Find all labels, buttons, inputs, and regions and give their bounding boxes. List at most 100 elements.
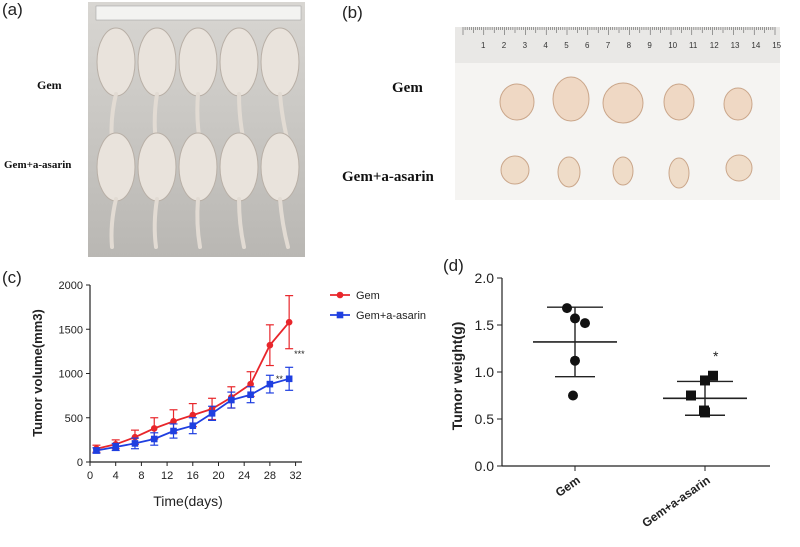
d-ytick-label: 2.0 — [475, 270, 495, 286]
tumors-photo — [455, 27, 780, 200]
ruler-number: 7 — [605, 41, 611, 50]
tumor-combo — [612, 156, 634, 186]
c-point-combo — [150, 435, 158, 443]
d-point-combo — [700, 407, 710, 418]
c-ytick-label: 2000 — [59, 280, 83, 292]
ruler-number: 8 — [626, 41, 632, 50]
d-point-combo — [708, 370, 718, 381]
photo-a-gem-label: Gem — [37, 78, 62, 92]
tumor-volume-chart: Tumor volume(mm3) Time(days) 0 500 1000 150… — [30, 280, 426, 509]
c-point-combo — [247, 391, 254, 399]
mouse-body — [219, 132, 259, 202]
mouse-tail — [278, 197, 290, 249]
ruler-number: 9 — [647, 41, 652, 50]
c-point-combo — [93, 447, 100, 454]
mice-photo — [88, 2, 305, 257]
ruler-number: 3 — [522, 41, 528, 50]
c-legend-label: Gem — [356, 290, 380, 302]
photo-a-combo-label: Gem+a-asarin — [4, 159, 72, 171]
c-xtick-label: 8 — [138, 470, 144, 482]
mouse-body — [137, 132, 177, 202]
d-ytick-label: 0.5 — [475, 411, 495, 427]
tumor-combo — [557, 156, 581, 188]
c-point-combo — [228, 396, 235, 404]
ruler-number: 12 — [709, 41, 719, 50]
tumor-combo — [725, 154, 753, 182]
chart-c-ylabel: Tumor volume(mm3) — [30, 309, 45, 437]
chart-d-ylabel: Tumor weight(g) — [449, 322, 465, 431]
mice-illustration — [88, 2, 305, 257]
panel-d-label: (d) — [443, 256, 464, 275]
d-ytick-label: 1.0 — [475, 364, 495, 380]
mouse-body — [96, 27, 136, 97]
tumor-gem — [499, 83, 535, 121]
c-xtick-label: 0 — [87, 470, 93, 482]
d-annotation: * — [713, 348, 719, 364]
c-point-gem — [247, 380, 254, 388]
c-xtick-label: 24 — [238, 470, 250, 482]
tumor-combo — [668, 157, 690, 189]
photo-b-combo-label: Gem+a-asarin — [342, 169, 434, 185]
mouse-body — [96, 132, 136, 202]
c-annotation: ** — [276, 374, 284, 384]
c-point-gem — [150, 425, 158, 432]
c-xtick-label: 12 — [161, 470, 173, 482]
c-point-combo — [208, 410, 216, 417]
d-point-gem — [568, 390, 578, 401]
photo-b-gem-label: Gem — [392, 80, 423, 96]
c-ytick-label: 1500 — [59, 324, 83, 336]
mouse-tail — [109, 197, 118, 249]
mouse-body — [178, 27, 218, 97]
c-point-combo — [266, 380, 274, 388]
d-point-combo — [686, 390, 696, 401]
c-xtick-label: 4 — [113, 470, 119, 482]
tumor-gem — [552, 76, 590, 122]
ruler-number: 10 — [668, 41, 678, 50]
c-point-combo — [189, 422, 197, 430]
c-point-gem — [266, 341, 274, 349]
d-ytick-label: 1.5 — [475, 317, 495, 333]
c-point-gem — [285, 318, 293, 326]
c-point-gem — [131, 433, 139, 441]
d-ytick-label: 0.0 — [475, 458, 495, 474]
c-annotation: *** — [294, 349, 305, 359]
panel-b-label: (b) — [342, 3, 363, 22]
c-xtick-label: 20 — [212, 470, 224, 482]
c-point-combo — [170, 427, 177, 435]
d-point-gem — [570, 355, 580, 366]
c-point-gem — [170, 417, 177, 425]
mouse-body — [260, 132, 300, 202]
c-xtick-label: 32 — [289, 470, 301, 482]
tumor-combo — [500, 155, 530, 185]
tumor-gem — [663, 83, 695, 121]
tumor-gem — [602, 82, 644, 124]
mouse-tail — [237, 197, 246, 249]
mouse-tail — [195, 197, 202, 249]
c-point-combo — [285, 375, 293, 383]
c-ytick-label: 0 — [77, 457, 83, 469]
mouse-tail — [152, 197, 159, 249]
mouse-body — [137, 27, 177, 97]
d-xtick-label: Gem+a-asarin — [639, 473, 712, 530]
tumor-weight-chart: Tumor weight(g) 0.0 0.5 1.0 1.5 2.0 Gem Gem+a-… — [449, 270, 770, 530]
d-point-gem — [562, 303, 572, 314]
mouse-body — [260, 27, 300, 97]
mouse-body — [219, 27, 259, 97]
ruler-number: 4 — [543, 41, 548, 50]
d-point-gem — [580, 318, 590, 329]
mouse-body — [178, 132, 218, 202]
d-xtick-label: Gem — [553, 473, 583, 500]
ruler-number: 14 — [751, 41, 761, 50]
c-xtick-label: 28 — [264, 470, 276, 482]
c-legend-label: Gem+a-asarin — [356, 310, 426, 322]
panel-c-label: (c) — [2, 268, 22, 287]
chart-c-xlabel: Time(days) — [153, 493, 223, 509]
c-ytick-label: 1000 — [59, 369, 83, 381]
d-point-gem — [570, 313, 580, 324]
tumors-illustration — [455, 27, 780, 200]
tumor-gem — [723, 87, 753, 121]
ruler-number: 1 — [481, 41, 486, 50]
d-point-combo — [700, 375, 710, 386]
ruler-number: 15 — [772, 41, 782, 50]
c-legend-marker — [336, 311, 344, 319]
